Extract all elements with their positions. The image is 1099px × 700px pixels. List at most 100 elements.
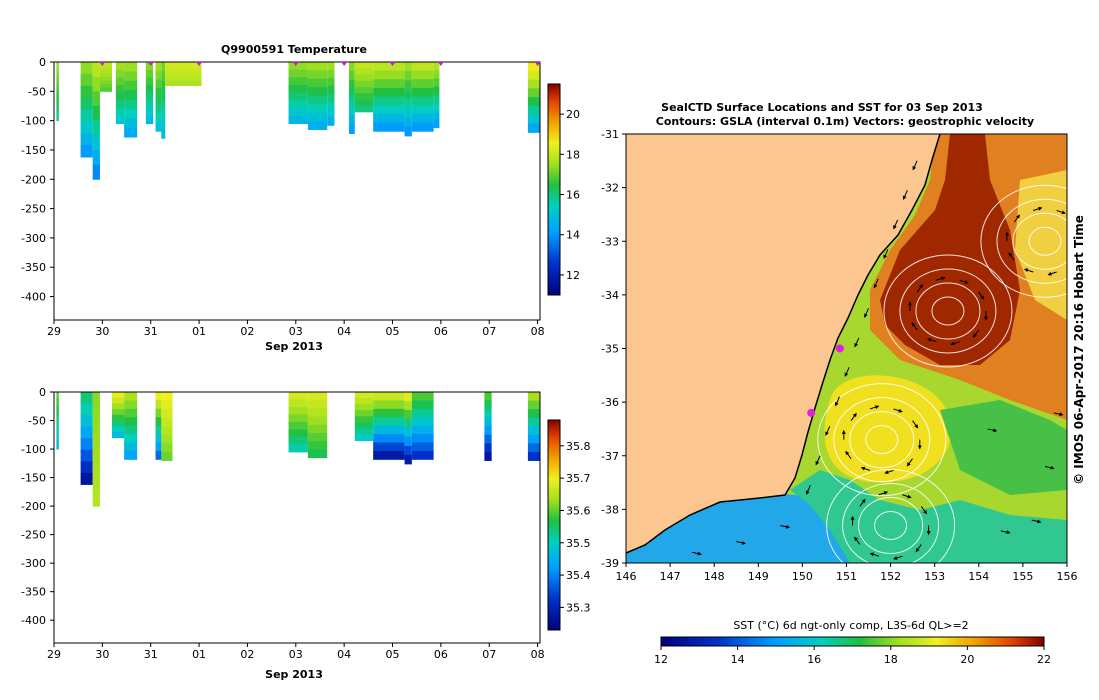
gsla-contours [817, 184, 1067, 563]
profile-cell [411, 87, 434, 98]
y-tick-label: -50 [28, 415, 46, 428]
profile-cell [354, 86, 374, 94]
velocity-vector [906, 458, 913, 467]
profile-cell [411, 113, 434, 124]
profile-cell [124, 90, 138, 101]
profile-cell [80, 392, 93, 405]
profile-column [92, 62, 100, 180]
profile-cell [155, 113, 162, 124]
profile-cell [124, 417, 138, 427]
profile-cell [433, 62, 440, 71]
colorbar-tick-label: 35.8 [566, 440, 591, 453]
colorbar-tick-label: 35.4 [566, 569, 591, 582]
profile-cell [288, 436, 308, 445]
x-tick-label: 02 [240, 648, 254, 661]
profile-cell [354, 416, 374, 423]
profile-cell [161, 400, 173, 410]
lon-tick-label: 152 [880, 570, 901, 583]
profile-cell [124, 127, 138, 138]
profile-marker [147, 62, 154, 66]
profile-cell [124, 99, 138, 110]
profile-column [161, 392, 173, 461]
profile-cell [354, 428, 374, 435]
sst-map-panel: SealCTD Surface Locations and SST for 03… [601, 101, 1086, 666]
y-tick-label: -100 [21, 443, 46, 456]
velocity-vector [1000, 530, 1011, 535]
profile-cell [288, 92, 308, 101]
profile-cell [404, 436, 412, 447]
gsla-contour [883, 254, 1013, 368]
profile-column [327, 62, 335, 126]
coastline [626, 134, 941, 554]
y-tick-label: -400 [21, 291, 46, 304]
profile-marker [437, 62, 444, 66]
profile-cell [527, 434, 540, 444]
map-longitude-axis: 146 147 148 149 150 151 152 153 154 155 156 [616, 563, 1078, 583]
profile-cell [411, 122, 434, 132]
profile-cell [124, 425, 138, 435]
velocity-vector [844, 367, 850, 377]
profile-cell [411, 79, 434, 89]
profile-cell [155, 434, 162, 443]
profile-cell [288, 399, 308, 408]
profile-cell [161, 443, 173, 453]
lat-tick-label: -33 [601, 235, 619, 248]
colorbar-tick-label: 35.3 [566, 601, 591, 614]
green-patch [940, 400, 1067, 495]
profile-cell [327, 109, 335, 118]
profile-cell [307, 433, 328, 442]
y-tick-label: 0 [39, 386, 46, 399]
profile-column [115, 62, 125, 125]
profile-cell [155, 87, 162, 98]
lon-tick-label: 147 [660, 570, 681, 583]
x-tick-label: 03 [289, 325, 303, 338]
seal-location-marker [835, 344, 844, 353]
profile-cell [327, 93, 335, 103]
y-tick-label: -250 [21, 529, 46, 542]
profile-cell [124, 434, 138, 443]
profile-cell [92, 463, 100, 479]
profile-cell [56, 62, 59, 70]
profile-cell [411, 425, 434, 435]
x-tick-label: 05 [386, 325, 400, 338]
temperature-y-axis: 0 -50 -100 -150 -200 -250 -300 -350 -400 [21, 56, 54, 304]
gsla-contour [817, 383, 947, 497]
lon-tick-label: 151 [836, 570, 857, 583]
profile-cell [433, 103, 440, 112]
profile-cell [161, 81, 166, 92]
profile-cell [527, 417, 540, 427]
profile-cell [155, 417, 162, 427]
velocity-vector [972, 329, 980, 338]
y-tick-label: -100 [21, 115, 46, 128]
profile-cell [115, 108, 125, 117]
profile-cell [373, 87, 405, 98]
profile-column [307, 62, 328, 130]
x-tick-label: 07 [482, 648, 496, 661]
profile-cell [92, 91, 100, 107]
profile-cell [327, 85, 335, 95]
profile-cell [433, 86, 440, 96]
profile-cell [145, 108, 154, 117]
profile-cell [161, 434, 173, 444]
velocity-vector [815, 455, 821, 466]
sst-colorbar [660, 636, 1045, 647]
profile-cell [56, 441, 59, 450]
profile-column [161, 62, 166, 139]
profile-column [354, 392, 374, 441]
lat-tick-label: -38 [601, 503, 619, 516]
y-tick-label: -150 [21, 472, 46, 485]
profile-cell [124, 62, 138, 72]
salinity-profiles [56, 392, 540, 507]
temperature-profiles [56, 62, 540, 180]
lon-tick-label: 156 [1057, 570, 1078, 583]
gsla-contour [842, 482, 940, 563]
profile-cell [404, 126, 412, 137]
velocity-vector [1033, 206, 1043, 212]
velocity-vector [911, 322, 918, 331]
profile-cell [99, 69, 113, 74]
profile-cell [307, 104, 328, 114]
profile-column [411, 62, 434, 132]
colorbar-tick-label: 20 [566, 108, 580, 121]
profile-cell [155, 79, 162, 89]
profile-cell [433, 111, 440, 120]
